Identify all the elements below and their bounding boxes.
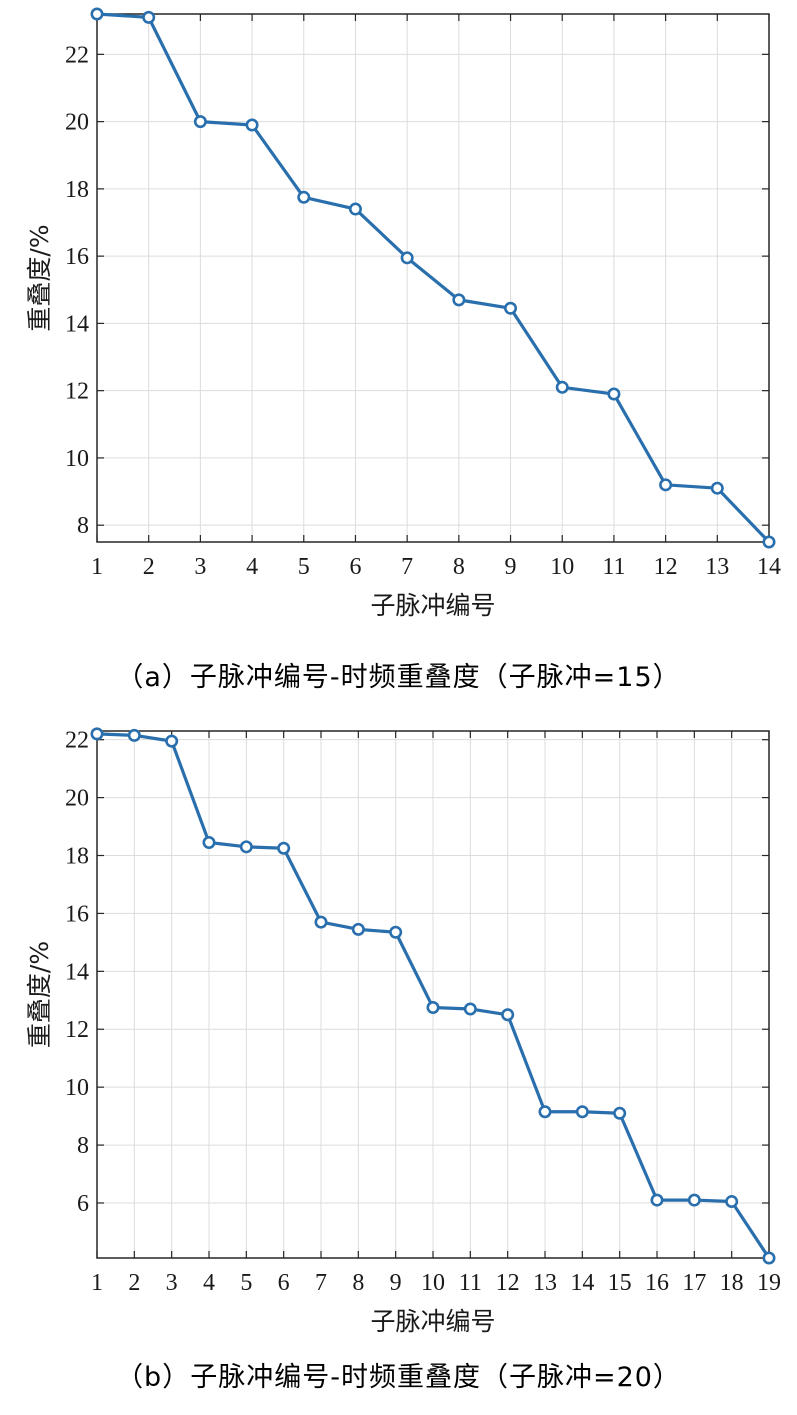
- data-point: [400, 251, 414, 265]
- y-tick-label: 14: [65, 959, 89, 985]
- x-tick-label: 17: [682, 1270, 706, 1296]
- data-point: [613, 1106, 627, 1120]
- x-tick-label: 2: [143, 554, 155, 580]
- y-tick-label: 10: [65, 1075, 89, 1101]
- data-point: [452, 293, 466, 307]
- y-axis-label: 重叠度/%: [25, 941, 54, 1048]
- data-point: [351, 922, 365, 936]
- y-tick-label: 18: [65, 177, 89, 203]
- series-line: [96, 12, 771, 544]
- x-tick-label: 9: [505, 554, 517, 580]
- x-tick-label: 9: [390, 1270, 402, 1296]
- data-point: [127, 728, 141, 742]
- data-point: [426, 1001, 440, 1015]
- data-point: [762, 535, 776, 549]
- x-tick-label: 19: [757, 1270, 781, 1296]
- plot-frame: [96, 13, 770, 543]
- figure-a: 1 2 3 4 5 6 7 8 9 10 11 12 13 14 8 10 12 14 16 18 20 22 子脉冲编号重…: [0, 0, 797, 705]
- data-point: [650, 1193, 664, 1207]
- x-tick-label: 14: [757, 554, 781, 580]
- data-point: [239, 840, 253, 854]
- y-tick-label: 8: [77, 1133, 89, 1159]
- x-tick-label: 6: [278, 1270, 290, 1296]
- x-tick-label: 8: [352, 1270, 364, 1296]
- y-tick-label: 8: [77, 513, 89, 539]
- data-point: [314, 915, 328, 929]
- figure-b: 1 2 3 4 5 6 7 8 9 10 11 12 13 14 15 16 17 18 19 6 8 10 12 14 16 1…: [0, 705, 797, 1415]
- x-tick-label: 1: [91, 1270, 103, 1296]
- y-tick-label: 18: [65, 844, 89, 870]
- y-tick-label: 6: [77, 1191, 89, 1217]
- x-tick-label: 11: [459, 1270, 482, 1296]
- x-tick-label: 5: [240, 1270, 252, 1296]
- y-tick-label: 16: [65, 901, 89, 927]
- data-point: [504, 301, 518, 315]
- x-tick-label: 18: [720, 1270, 744, 1296]
- data-point: [607, 387, 621, 401]
- y-tick-label: 16: [65, 244, 89, 270]
- x-tick-label: 10: [550, 554, 574, 580]
- data-point: [90, 727, 104, 741]
- data-point: [142, 10, 156, 24]
- data-point: [725, 1195, 739, 1209]
- data-point: [90, 7, 104, 21]
- x-tick-label: 11: [602, 554, 625, 580]
- x-tick-label: 16: [645, 1270, 669, 1296]
- x-axis-label: 子脉冲编号: [370, 591, 495, 620]
- y-tick-label: 10: [65, 446, 89, 472]
- chart-a: 1 2 3 4 5 6 7 8 9 10 11 12 13 14810121416182022子脉冲编号重…: [25, 7, 781, 620]
- x-tick-label: 4: [203, 1270, 215, 1296]
- data-point: [762, 1251, 776, 1265]
- y-tick-label: 12: [65, 379, 89, 405]
- figure-b-caption: （b）子脉冲编号-时频重叠度（子脉冲=20）: [116, 1362, 681, 1393]
- x-tick-label: 3: [194, 554, 206, 580]
- data-point: [348, 202, 362, 216]
- data-point: [245, 118, 259, 132]
- x-tick-label: 2: [128, 1270, 140, 1296]
- x-tick-label: 5: [298, 554, 310, 580]
- x-tick-label: 13: [705, 554, 729, 580]
- x-tick-label: 12: [654, 554, 678, 580]
- x-tick-label: 4: [246, 554, 258, 580]
- series-0: [90, 7, 776, 549]
- x-tick-label: 1: [91, 554, 103, 580]
- data-point: [538, 1105, 552, 1119]
- x-tick-label: 7: [315, 1270, 327, 1296]
- data-point: [687, 1193, 701, 1207]
- data-point: [659, 478, 673, 492]
- y-tick-label: 14: [65, 311, 89, 337]
- data-point: [463, 1002, 477, 1016]
- ticks: 1 2 3 4 5 6 7 8 9 10 11 12 13 14 15 16 17 18 1968101214161…: [65, 728, 781, 1296]
- x-tick-label: 14: [570, 1270, 594, 1296]
- data-point: [277, 841, 291, 855]
- x-tick-label: 13: [533, 1270, 557, 1296]
- x-tick-label: 3: [166, 1270, 178, 1296]
- y-tick-label: 22: [65, 42, 89, 68]
- x-axis-label: 子脉冲编号: [370, 1307, 495, 1336]
- x-tick-label: 8: [453, 554, 465, 580]
- data-point: [165, 734, 179, 748]
- y-tick-label: 12: [65, 1017, 89, 1043]
- y-tick-label: 20: [65, 110, 89, 136]
- data-point: [193, 115, 207, 129]
- x-tick-label: 7: [401, 554, 413, 580]
- data-point: [297, 190, 311, 204]
- data-point: [202, 835, 216, 849]
- y-tick-label: 22: [65, 728, 89, 754]
- data-point: [710, 481, 724, 495]
- x-tick-label: 6: [349, 554, 361, 580]
- x-tick-label: 15: [608, 1270, 632, 1296]
- data-point: [555, 380, 569, 394]
- y-axis-label: 重叠度/%: [25, 224, 54, 331]
- figure-a-caption: （a）子脉冲编号-时频重叠度（子脉冲=15）: [116, 662, 681, 693]
- series-0: [90, 727, 776, 1265]
- x-tick-label: 10: [421, 1270, 445, 1296]
- x-tick-label: 12: [496, 1270, 520, 1296]
- data-point: [389, 925, 403, 939]
- y-tick-label: 20: [65, 786, 89, 812]
- data-point: [575, 1105, 589, 1119]
- data-point: [501, 1008, 515, 1022]
- chart-b: 1 2 3 4 5 6 7 8 9 10 11 12 13 14 15 16 17 18 1968101214161…: [25, 727, 781, 1336]
